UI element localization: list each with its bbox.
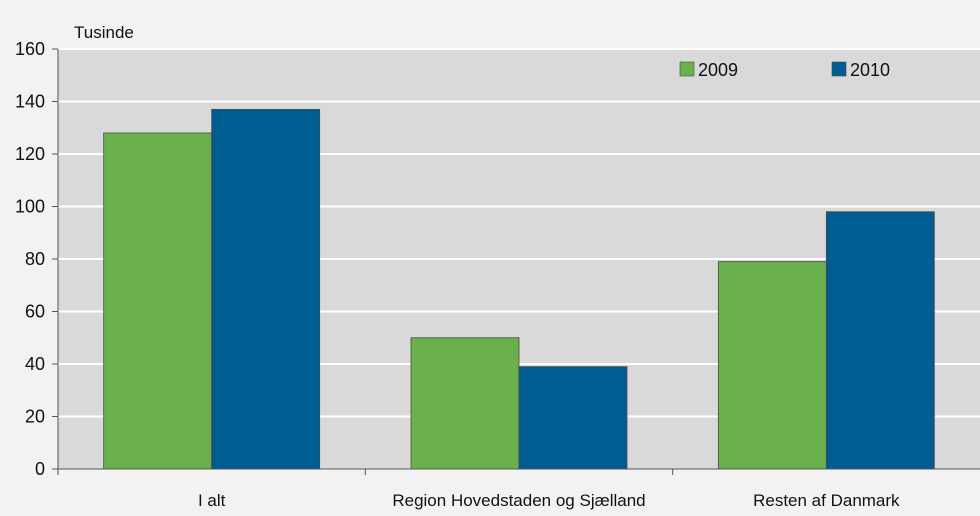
legend-label-2010: 2010 [850, 60, 890, 80]
y-tick-label: 20 [25, 407, 45, 427]
x-category-label: I alt [198, 491, 226, 510]
y-tick-label: 60 [25, 302, 45, 322]
legend-swatch-2010 [831, 61, 847, 77]
y-unit-label: Tusinde [74, 23, 134, 42]
legend-swatch-2009 [679, 61, 695, 77]
y-tick-label: 40 [25, 354, 45, 374]
bar-2009-1 [410, 337, 520, 470]
bar-2010-1 [518, 366, 628, 470]
y-tick-label: 140 [15, 92, 45, 112]
bar-2010-2 [825, 211, 935, 470]
y-tick-label: 100 [15, 197, 45, 217]
legend-label-2009: 2009 [698, 60, 738, 80]
y-tick-label: 0 [35, 459, 45, 479]
bar-2009-2 [717, 261, 827, 470]
bar-2010-0 [211, 108, 321, 470]
y-tick-label: 120 [15, 144, 45, 164]
x-category-label: Region Hovedstaden og Sjælland [392, 491, 645, 510]
y-tick-label: 160 [15, 39, 45, 59]
y-tick-label: 80 [25, 249, 45, 269]
x-category-label: Resten af Danmark [753, 491, 900, 510]
bar-2009-0 [103, 132, 213, 470]
